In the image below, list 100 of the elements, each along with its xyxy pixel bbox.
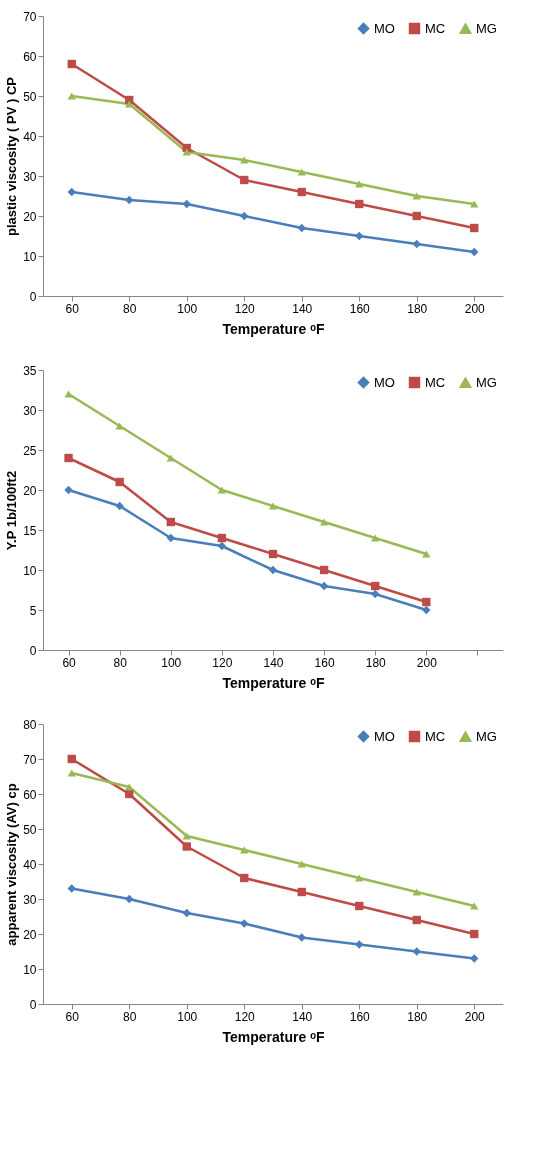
y-axis-title: plastic viscosity ( PV ) CP: [4, 76, 20, 236]
y-tick-label: 30: [23, 169, 37, 184]
point: [67, 59, 76, 69]
y-tick-label: 70: [23, 9, 37, 24]
point: [182, 148, 191, 156]
legend-label: MG: [476, 728, 497, 744]
y-tick-label: 50: [23, 822, 37, 837]
y-tick-label: 10: [23, 249, 37, 264]
point: [67, 187, 76, 197]
point: [182, 908, 191, 918]
legend-label: MG: [476, 374, 497, 390]
point: [240, 919, 249, 928]
point: [355, 901, 364, 911]
point: [240, 846, 249, 854]
y-axis-title: apparent viscosity (AV) cp: [4, 783, 20, 946]
x-tick-label: 140: [292, 1009, 313, 1024]
x-tick-label: 140: [263, 655, 284, 670]
x-tick-label: 200: [464, 1009, 486, 1024]
point: [240, 175, 249, 185]
point: [297, 887, 306, 897]
x-tick-label: 80: [123, 301, 137, 316]
point: [268, 549, 278, 559]
y-tick-label: 10: [23, 563, 37, 578]
x-tick-label: 80: [113, 655, 128, 670]
y-tick-label: 80: [23, 717, 37, 732]
y-tick-label: 20: [23, 483, 37, 498]
point: [355, 180, 364, 188]
y-tick-label: 60: [23, 787, 37, 802]
x-tick-label: 160: [349, 301, 371, 316]
x-tick-label: 120: [234, 1009, 256, 1024]
point: [470, 247, 479, 257]
point: [371, 581, 380, 591]
legend-label: MO: [374, 374, 395, 390]
y-tick-label: 0: [29, 997, 37, 1012]
point: [166, 533, 175, 543]
x-tick-label: 140: [292, 301, 313, 316]
point: [217, 486, 227, 494]
legend-label: MC: [425, 728, 446, 744]
point: [412, 239, 421, 249]
point: [67, 754, 76, 764]
point: [422, 550, 431, 558]
legend-label: MG: [476, 20, 497, 36]
point: [166, 454, 175, 462]
x-tick-label: 120: [212, 655, 233, 670]
y-tick-label: 20: [23, 209, 37, 224]
point: [125, 195, 134, 205]
point: [64, 453, 73, 463]
point: [422, 597, 431, 607]
x-tick-label: 60: [65, 1009, 80, 1024]
point: [319, 518, 329, 526]
point: [297, 933, 306, 942]
y-tick-label: 15: [23, 523, 37, 538]
y-tick-label: 5: [29, 603, 37, 618]
y-tick-label: 40: [23, 857, 37, 872]
x-tick-label: 100: [161, 655, 182, 670]
x-tick-label: 60: [62, 655, 77, 670]
legend-label: MO: [374, 728, 395, 744]
point: [470, 954, 479, 963]
point: [268, 502, 278, 510]
point: [182, 832, 191, 840]
point: [470, 929, 479, 939]
x-tick-label: 60: [65, 301, 80, 316]
legend-label: MC: [425, 20, 446, 36]
x-tick-label: 100: [177, 301, 198, 316]
point: [412, 888, 421, 896]
x-axis-title: Temperature ᵒF: [222, 674, 325, 691]
point: [412, 192, 421, 200]
x-tick-label: 200: [464, 301, 486, 316]
point: [182, 199, 191, 209]
y-tick-label: 40: [23, 129, 37, 144]
point: [67, 884, 76, 893]
point: [166, 517, 175, 527]
point: [412, 947, 421, 956]
point: [67, 769, 76, 777]
point: [470, 223, 479, 233]
y-tick-label: 60: [23, 49, 37, 64]
x-tick-label: 120: [234, 301, 256, 316]
point: [355, 940, 364, 949]
y-tick-label: 30: [23, 892, 37, 907]
y-axis-title: Y.P 1b/100ft2: [4, 470, 20, 551]
point: [240, 211, 249, 221]
point: [64, 485, 73, 495]
y-tick-label: 70: [23, 752, 37, 767]
point: [422, 605, 431, 615]
point: [319, 565, 329, 575]
x-tick-label: 100: [177, 1009, 198, 1024]
point: [371, 589, 380, 599]
y-tick-label: 10: [23, 962, 37, 977]
point: [125, 783, 134, 791]
point: [268, 565, 278, 575]
y-tick-label: 35: [23, 363, 37, 378]
point: [355, 199, 364, 209]
point: [240, 156, 249, 164]
point: [470, 902, 479, 910]
point: [240, 873, 249, 883]
x-tick-label: 80: [123, 1009, 137, 1024]
point: [470, 200, 479, 208]
point: [125, 894, 134, 904]
x-tick-label: 160: [314, 655, 335, 670]
x-tick-label: 180: [407, 301, 428, 316]
